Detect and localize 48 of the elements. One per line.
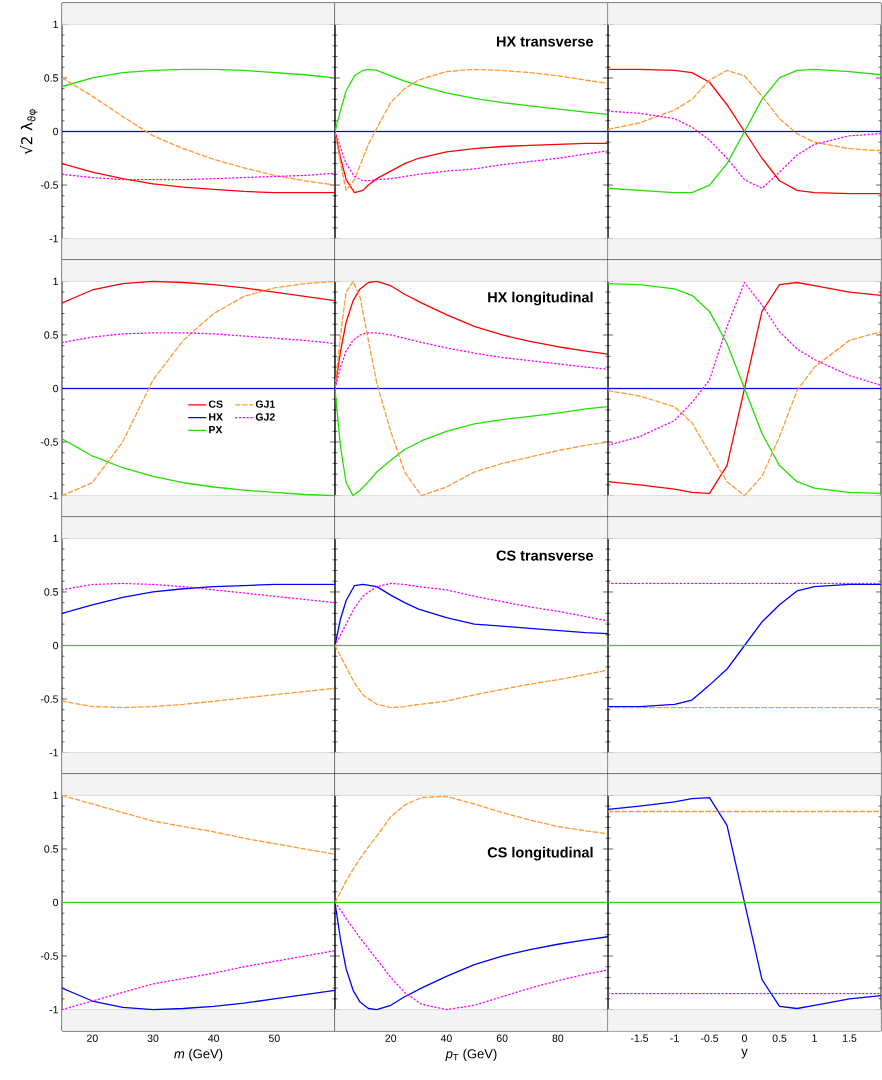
x-tick-label: 30: [147, 1034, 159, 1042]
y-tick-label: -1: [49, 234, 58, 243]
y-axis-title: √2 λ$_{ϑφ}$: [20, 109, 38, 155]
y-tick-label: -1: [49, 1005, 58, 1014]
text: CS transverse: [496, 550, 594, 561]
y-tick-label: -1: [49, 491, 58, 500]
x-tick-label: 0.5: [772, 1034, 787, 1042]
x-tick-label: 1.5: [843, 1034, 857, 1042]
legend-label: GJ1: [255, 400, 275, 408]
y-tick-label: 0.5: [44, 588, 59, 596]
x-tick-label: 60: [496, 1034, 508, 1042]
y-tick-label: -0.5: [40, 695, 59, 703]
x-tick-label: -1.5: [630, 1034, 649, 1042]
y-tick-label: -1: [49, 748, 58, 757]
x-tick-label: 80: [552, 1034, 564, 1042]
x-tick-label: 20: [385, 1034, 397, 1042]
x-tick-label: -1: [670, 1034, 679, 1042]
y-tick-label: 0.5: [44, 74, 59, 82]
y-tick-label: 0.5: [44, 845, 59, 853]
legend-label: CS: [208, 400, 223, 408]
y-tick-label: 0: [53, 641, 59, 650]
x-tick-label: 1: [812, 1034, 817, 1042]
text: HX transverse: [496, 36, 594, 47]
x-axis-title: y: [741, 1048, 748, 1059]
text: HX longitudinal: [488, 291, 593, 306]
x-tick-label: 40: [208, 1034, 220, 1042]
x-tick-label: 40: [440, 1034, 452, 1042]
x-axis-title: p$_{T}$ (GeV): [445, 1048, 497, 1061]
x-axis-title: m (GeV): [174, 1048, 223, 1061]
y-tick-label: 0.5: [44, 331, 59, 339]
x-tick-label: -0.5: [700, 1034, 719, 1042]
y-tick-label: 0: [53, 384, 59, 393]
x-tick-label: 20: [87, 1034, 98, 1042]
legend-label: PX: [209, 426, 223, 434]
legend-label: HX: [209, 413, 223, 421]
y-tick-label: 1: [53, 20, 58, 29]
x-tick-label: 0: [741, 1034, 748, 1042]
y-tick-label: 1: [53, 534, 58, 543]
text: CS longitudinal: [487, 846, 593, 861]
y-tick-label: 0: [53, 898, 59, 907]
x-tick-label: 50: [268, 1034, 280, 1042]
y-tick-label: -0.5: [40, 438, 59, 446]
y-tick-label: 1: [53, 277, 58, 286]
legend-label: GJ2: [255, 413, 275, 421]
y-tick-label: -0.5: [40, 181, 59, 189]
y-tick-label: 1: [53, 791, 58, 800]
y-tick-label: 0: [53, 127, 59, 136]
y-tick-label: -0.5: [40, 952, 59, 960]
